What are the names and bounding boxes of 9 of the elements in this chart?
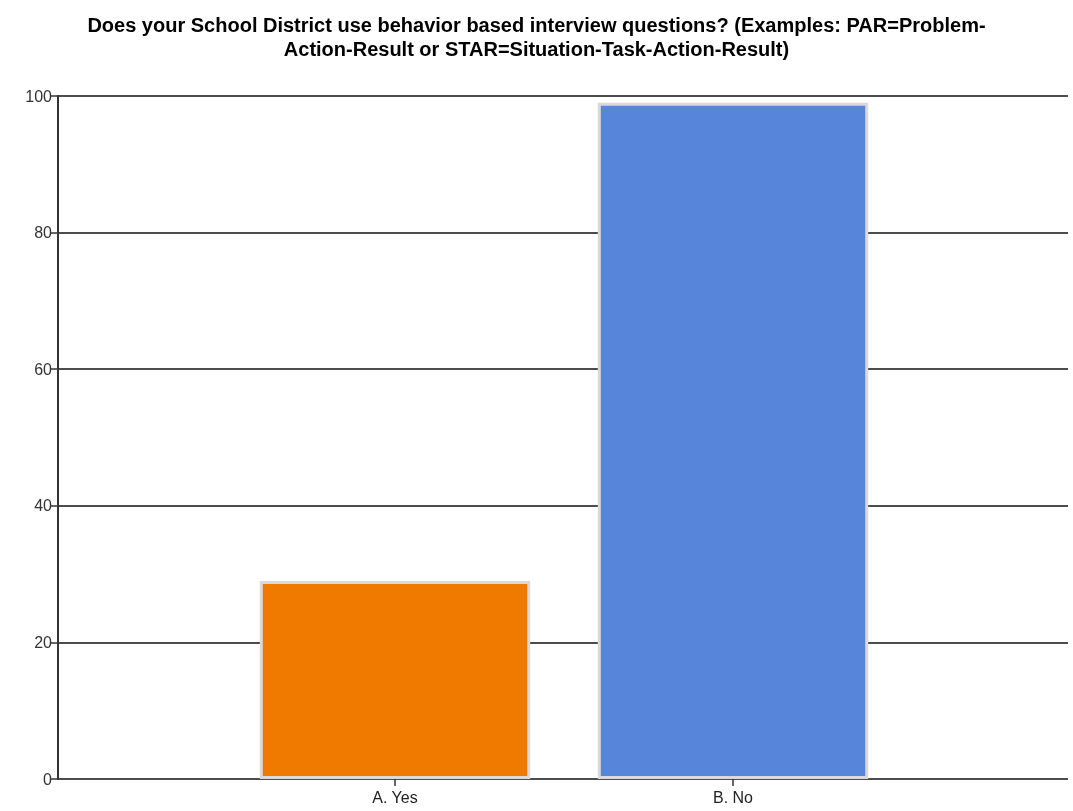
y-tick-label: 100 bbox=[25, 87, 53, 105]
x-tick-label: B. No bbox=[712, 788, 754, 806]
y-tick-label: 80 bbox=[34, 224, 53, 242]
y-tick-label: 40 bbox=[34, 497, 53, 515]
y-tick-label: 0 bbox=[43, 770, 53, 788]
y-tick-label: 20 bbox=[34, 633, 53, 651]
y-tick-label: 60 bbox=[34, 360, 53, 378]
x-tick-label: A. Yes bbox=[372, 788, 418, 806]
chart-title: Does your School District use behavior based interview questions? (Examples: PAR=Problem-Action-Result or STAR=Situation-Task-Action-Result) bbox=[87, 14, 986, 60]
